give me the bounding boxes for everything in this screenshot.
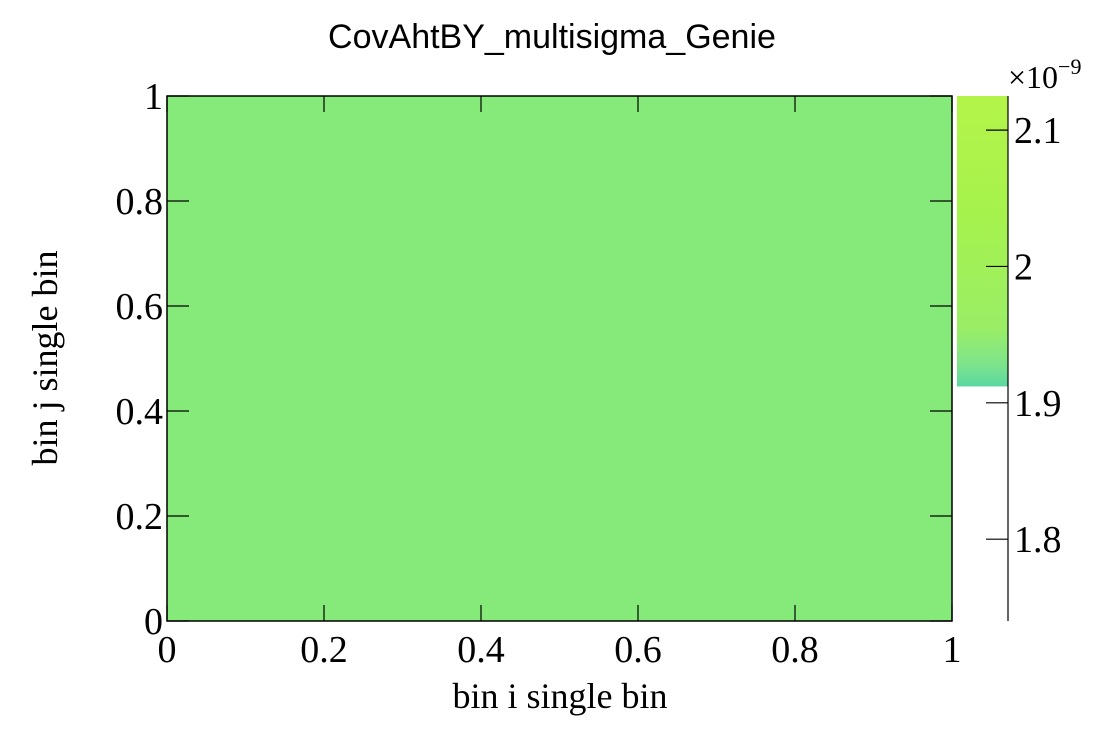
y-tick-label: 0.2 (116, 496, 164, 538)
y-tick-label: 1 (144, 76, 163, 118)
heatmap-cell (167, 96, 952, 621)
colorbar: 1.8 1.9 2 2.1 (957, 96, 1062, 621)
colorbar-gradient (957, 96, 1008, 387)
x-tick-label: 1 (943, 629, 962, 671)
plot-frame (166, 95, 953, 622)
x-axis-label: bin i single bin (453, 676, 668, 716)
x-tick-label: 0.6 (614, 629, 662, 671)
x-tick-label: 0.8 (771, 629, 819, 671)
colorbar-tick-label: 2.1 (1014, 110, 1062, 152)
x-tick-label: 0.2 (300, 629, 348, 671)
y-tick-label: 0.6 (116, 286, 164, 328)
colorbar-exponent-power: −9 (1058, 54, 1081, 79)
x-axis: 0 0.2 0.4 0.6 0.8 1 (158, 96, 962, 671)
x-tick-label: 0 (158, 629, 177, 671)
colorbar-tick-label: 1.8 (1014, 519, 1062, 561)
colorbar-exponent: ×10−9 (1008, 54, 1081, 95)
y-tick-label: 0.4 (116, 391, 164, 433)
y-tick-label: 0 (144, 601, 163, 643)
colorbar-tick-label: 1.9 (1014, 383, 1062, 425)
colorbar-tick-label: 2 (1014, 246, 1033, 288)
y-axis-label: bin j single bin (25, 251, 65, 466)
y-tick-label: 0.8 (116, 181, 164, 223)
y-axis: 0 0.2 0.4 0.6 0.8 1 (116, 76, 952, 643)
plot-area (166, 95, 953, 622)
x-tick-label: 0.4 (457, 629, 505, 671)
colorbar-exponent-base: ×10 (1008, 59, 1058, 95)
chart-title: CovAhtBY_multisigma_Genie (328, 18, 776, 56)
